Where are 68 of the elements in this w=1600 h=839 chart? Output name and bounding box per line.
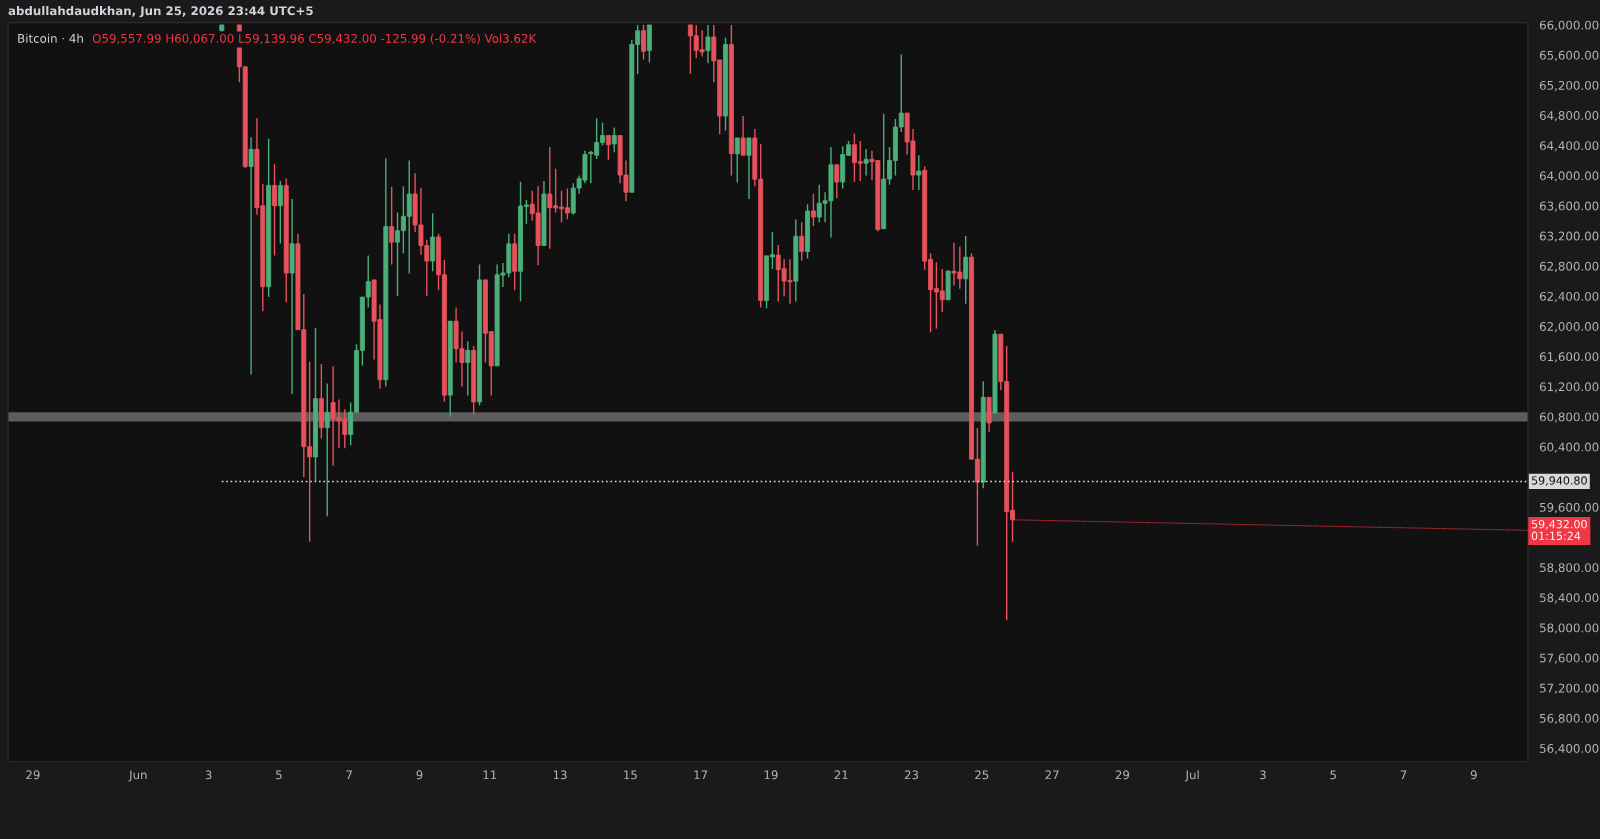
x-tick-label: 13 — [553, 770, 567, 780]
candlestick — [272, 163, 277, 257]
y-tick-label: 62,000.00 — [1539, 322, 1599, 333]
candlestick — [746, 137, 752, 200]
candlestick — [277, 180, 283, 245]
y-tick-label: 66,000.00 — [1539, 20, 1599, 31]
x-tick-label: 19 — [764, 770, 778, 780]
y-tick-label: 58,800.00 — [1540, 563, 1599, 574]
y-tick-label: 62,400.00 — [1539, 291, 1599, 303]
candlestick — [810, 192, 816, 227]
x-tick-label: 17 — [694, 770, 708, 780]
x-tick-label: 9 — [1470, 770, 1477, 780]
y-tick-label: 64,000.00 — [1539, 171, 1599, 182]
y-tick-label: 60,800.00 — [1539, 412, 1599, 423]
y-tick-label: 65,200.00 — [1539, 80, 1599, 92]
y-tick-label: 64,800.00 — [1539, 111, 1599, 122]
candlestick — [248, 136, 254, 376]
y-tick-label: 58,400.00 — [1540, 593, 1599, 604]
candlestick — [916, 154, 922, 191]
annotation: 59,432.00 01:15:24 — [1531, 519, 1587, 540]
y-tick-label: 57,200.00 — [1540, 683, 1599, 694]
y-tick-label: 62,800.00 — [1539, 261, 1599, 272]
y-tick-label: 61,600.00 — [1539, 352, 1599, 363]
x-tick-label: 5 — [276, 770, 282, 780]
x-tick-label: 23 — [904, 770, 919, 780]
text: O59,557.99 H60,067.00 L59,139.96 C59,432.00 -125.99 (-0.21%) Vol3.62K — [92, 33, 537, 45]
candlestick — [641, 24, 646, 61]
candlestick — [740, 115, 746, 156]
x-tick-label: 7 — [346, 770, 352, 780]
y-tick-label: 65,600.00 — [1539, 50, 1599, 61]
candlestick — [834, 164, 840, 199]
y-tick-label: 63,600.00 — [1539, 201, 1599, 212]
x-tick-label: 3 — [205, 770, 212, 780]
x-tick-label: 15 — [624, 770, 637, 780]
candlestick — [734, 137, 740, 184]
candlestick — [324, 382, 330, 517]
candlestick — [465, 340, 471, 397]
candlestick — [963, 235, 969, 305]
y-tick-label: 63,200.00 — [1539, 231, 1599, 242]
x-tick-label: 27 — [1045, 770, 1059, 780]
y-tick-label: 56,400.00 — [1540, 743, 1599, 755]
y-tick-label: 58,000.00 — [1540, 623, 1599, 634]
y-tick-label: 59,600.00 — [1540, 502, 1599, 513]
text: Bitcoin · 4h — [18, 33, 83, 43]
x-tick-label: 3 — [1260, 770, 1266, 780]
x-tick-label: 7 — [1400, 770, 1407, 780]
y-tick-label: 56,800.00 — [1540, 713, 1599, 724]
x-tick-label: 29 — [1115, 770, 1130, 780]
y-tick-label: 61,200.00 — [1539, 382, 1599, 393]
candlestick — [389, 186, 395, 266]
x-tick-label: Jul — [1184, 770, 1199, 782]
y-tick-label: 57,600.00 — [1540, 653, 1599, 664]
candlestick — [705, 24, 711, 65]
candlestick — [611, 126, 617, 153]
y-tick-label: 64,400.00 — [1539, 141, 1599, 152]
text: abdullahdaudkhan, Jun 25, 2026 23:44 UTC+5 — [8, 6, 313, 18]
y-tick-label: 60,400.00 — [1539, 442, 1599, 453]
x-tick-label: 11 — [483, 770, 497, 780]
x-tick-label: Jun — [128, 770, 147, 782]
candlestick — [605, 134, 611, 161]
candlestick — [799, 221, 805, 262]
x-tick-label: 5 — [1330, 770, 1336, 780]
x-tick-label: 25 — [975, 770, 989, 780]
x-tick-label: 21 — [834, 770, 848, 780]
candlestick — [863, 148, 869, 177]
x-tick-label: 29 — [26, 770, 40, 780]
x-tick-label: 9 — [416, 770, 423, 780]
ref-line-label: 59,940.80 — [1531, 476, 1587, 486]
